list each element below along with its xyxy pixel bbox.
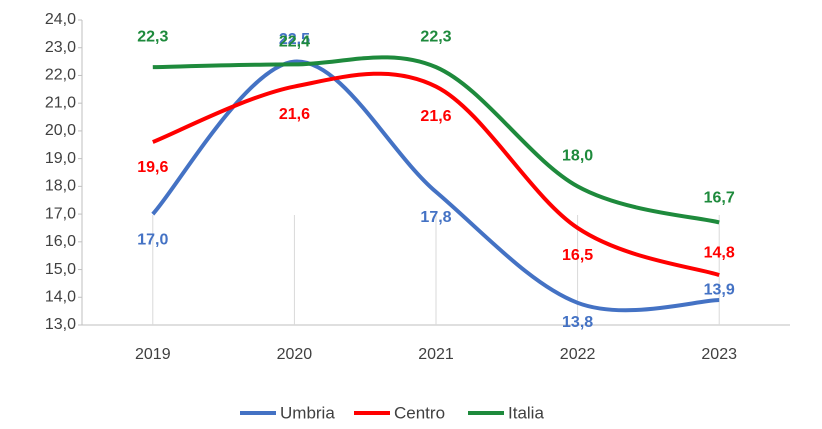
series-line [151, 59, 720, 313]
data-label: 17,8 [420, 209, 451, 226]
y-tick-label: 19,0 [45, 150, 76, 167]
data-label: 19,6 [137, 159, 168, 176]
y-tick-label: 16,0 [45, 233, 76, 250]
legend-label: Italia [508, 403, 544, 422]
data-label: 13,9 [704, 281, 735, 298]
x-tick-label: 2021 [418, 346, 454, 363]
data-label: 17,0 [137, 231, 168, 248]
data-label: 14,8 [704, 244, 735, 261]
y-tick-label: 14,0 [45, 288, 76, 305]
data-label: 22,5 [279, 31, 310, 48]
legend-label: Umbria [280, 403, 335, 422]
data-label: 16,5 [562, 247, 593, 264]
data-label: 21,6 [279, 106, 310, 123]
data-label: 18,0 [562, 148, 593, 165]
y-tick-label: 20,0 [45, 122, 76, 139]
data-label: 13,8 [562, 314, 593, 331]
data-label: 22,3 [137, 28, 168, 45]
x-tick-label: 2022 [560, 346, 596, 363]
series-line [152, 55, 720, 225]
data-label: 22,4 [279, 34, 310, 51]
x-tick-label: 2019 [135, 346, 171, 363]
y-tick-label: 18,0 [45, 178, 76, 195]
y-tick-label: 24,0 [45, 11, 76, 28]
data-label: 21,6 [420, 108, 451, 125]
data-label: 22,3 [420, 28, 451, 45]
x-tick-label: 2020 [277, 346, 313, 363]
y-tick-label: 21,0 [45, 94, 76, 111]
data-label: 16,7 [704, 190, 735, 207]
series-line [152, 71, 720, 277]
y-tick-label: 17,0 [45, 205, 76, 222]
legend-label: Centro [394, 403, 445, 422]
y-tick-label: 15,0 [45, 261, 76, 278]
y-tick-label: 22,0 [45, 67, 76, 84]
x-tick-label: 2023 [701, 346, 737, 363]
y-tick-label: 23,0 [45, 39, 76, 56]
y-tick-label: 13,0 [45, 316, 76, 333]
